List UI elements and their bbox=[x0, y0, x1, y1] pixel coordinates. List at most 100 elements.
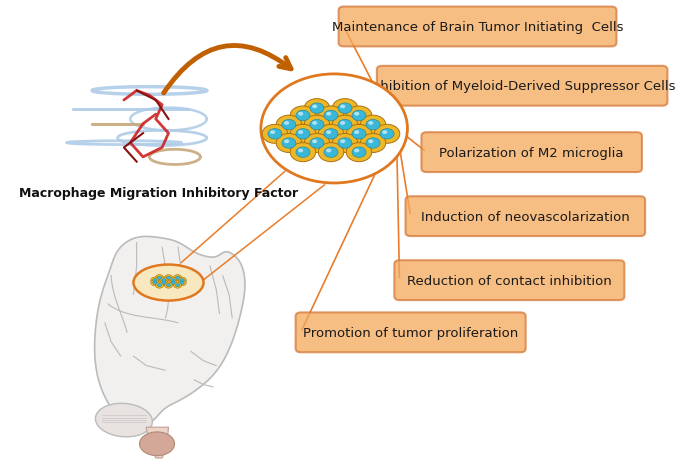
Text: Polarization of M2 microglia: Polarization of M2 microglia bbox=[440, 146, 624, 159]
Circle shape bbox=[310, 139, 324, 149]
Circle shape bbox=[338, 104, 352, 114]
Circle shape bbox=[153, 281, 157, 285]
Circle shape bbox=[352, 148, 366, 158]
Circle shape bbox=[368, 122, 373, 126]
Circle shape bbox=[380, 129, 394, 140]
Circle shape bbox=[326, 149, 331, 153]
Circle shape bbox=[164, 282, 173, 288]
Circle shape bbox=[340, 105, 345, 109]
Text: Induction of neovascolarization: Induction of neovascolarization bbox=[421, 210, 630, 223]
Circle shape bbox=[158, 284, 162, 287]
Circle shape bbox=[276, 116, 302, 135]
Circle shape bbox=[167, 284, 171, 287]
Circle shape bbox=[180, 281, 184, 285]
Circle shape bbox=[164, 275, 173, 281]
FancyBboxPatch shape bbox=[394, 261, 624, 300]
FancyArrowPatch shape bbox=[164, 46, 291, 94]
Circle shape bbox=[318, 143, 344, 162]
Circle shape bbox=[160, 278, 168, 284]
Circle shape bbox=[332, 99, 358, 119]
Circle shape bbox=[155, 275, 164, 281]
Circle shape bbox=[340, 140, 345, 144]
Circle shape bbox=[155, 282, 164, 288]
Circle shape bbox=[354, 113, 359, 117]
Circle shape bbox=[360, 134, 386, 153]
Circle shape bbox=[153, 279, 157, 282]
Circle shape bbox=[374, 125, 400, 144]
Circle shape bbox=[268, 129, 282, 140]
Circle shape bbox=[312, 122, 317, 126]
Circle shape bbox=[324, 148, 338, 158]
FancyBboxPatch shape bbox=[377, 67, 667, 107]
Circle shape bbox=[352, 111, 366, 121]
Circle shape bbox=[304, 134, 330, 153]
Circle shape bbox=[318, 125, 344, 144]
Circle shape bbox=[158, 277, 162, 280]
Circle shape bbox=[332, 134, 358, 153]
Circle shape bbox=[171, 279, 175, 282]
FancyBboxPatch shape bbox=[339, 8, 617, 47]
Circle shape bbox=[324, 129, 338, 140]
Circle shape bbox=[310, 104, 324, 114]
Ellipse shape bbox=[134, 265, 204, 301]
Circle shape bbox=[326, 131, 331, 135]
Circle shape bbox=[298, 131, 303, 135]
Circle shape bbox=[360, 116, 386, 135]
Circle shape bbox=[304, 99, 330, 119]
Circle shape bbox=[312, 105, 317, 109]
Circle shape bbox=[366, 139, 380, 149]
Circle shape bbox=[176, 277, 180, 280]
Circle shape bbox=[310, 120, 324, 130]
Circle shape bbox=[324, 111, 338, 121]
Circle shape bbox=[346, 107, 372, 126]
Circle shape bbox=[346, 125, 372, 144]
Circle shape bbox=[296, 148, 310, 158]
Ellipse shape bbox=[95, 404, 153, 437]
Ellipse shape bbox=[139, 432, 174, 456]
Circle shape bbox=[382, 131, 387, 135]
FancyBboxPatch shape bbox=[405, 197, 645, 237]
Polygon shape bbox=[94, 237, 245, 427]
Circle shape bbox=[150, 280, 159, 286]
Circle shape bbox=[150, 278, 159, 284]
Circle shape bbox=[298, 113, 303, 117]
Circle shape bbox=[296, 129, 310, 140]
Circle shape bbox=[171, 281, 175, 285]
Circle shape bbox=[338, 139, 352, 149]
Circle shape bbox=[346, 143, 372, 162]
Circle shape bbox=[160, 280, 168, 286]
FancyBboxPatch shape bbox=[295, 313, 526, 353]
Circle shape bbox=[318, 107, 344, 126]
Circle shape bbox=[174, 275, 182, 281]
Text: Promotion of tumor proliferation: Promotion of tumor proliferation bbox=[303, 326, 518, 339]
Circle shape bbox=[340, 122, 345, 126]
Circle shape bbox=[290, 107, 316, 126]
Circle shape bbox=[176, 284, 180, 287]
Circle shape bbox=[304, 116, 330, 135]
Circle shape bbox=[169, 278, 177, 284]
Circle shape bbox=[162, 279, 166, 282]
Circle shape bbox=[368, 140, 373, 144]
Circle shape bbox=[284, 122, 289, 126]
Circle shape bbox=[290, 143, 316, 162]
Circle shape bbox=[366, 120, 380, 130]
Polygon shape bbox=[146, 427, 169, 458]
Circle shape bbox=[180, 279, 184, 282]
Circle shape bbox=[312, 140, 317, 144]
Circle shape bbox=[290, 125, 316, 144]
Circle shape bbox=[262, 125, 288, 144]
Circle shape bbox=[296, 111, 310, 121]
Circle shape bbox=[162, 281, 166, 285]
Circle shape bbox=[352, 129, 366, 140]
Circle shape bbox=[178, 280, 186, 286]
Circle shape bbox=[178, 278, 186, 284]
Circle shape bbox=[354, 149, 359, 153]
FancyBboxPatch shape bbox=[421, 133, 642, 173]
Circle shape bbox=[284, 140, 289, 144]
Text: Macrophage Migration Inhibitory Factor: Macrophage Migration Inhibitory Factor bbox=[20, 187, 298, 199]
Circle shape bbox=[270, 131, 275, 135]
Circle shape bbox=[174, 282, 182, 288]
Text: Inhibition of Myeloid-Derived Suppressor Cells: Inhibition of Myeloid-Derived Suppressor… bbox=[368, 80, 676, 93]
Circle shape bbox=[167, 277, 171, 280]
Circle shape bbox=[276, 134, 302, 153]
